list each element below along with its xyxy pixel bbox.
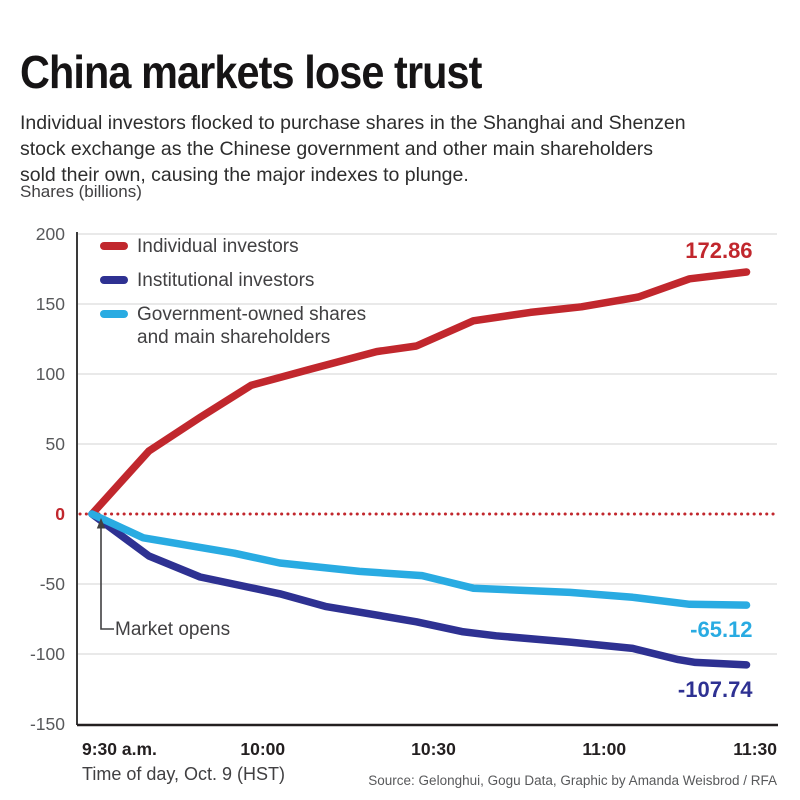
series-line [88,268,751,518]
legend-label: Individual investors [137,236,299,257]
legend-swatch [100,276,128,284]
legend-swatch [100,242,128,250]
x-tick-label: 9:30 a.m. [82,739,157,759]
end-value-label: -107.74 [677,676,753,702]
y-tick-label: 0 [55,504,65,524]
arrow-shaft [100,528,114,630]
y-tick-label: 150 [35,294,65,314]
x-axis-title: Time of day, Oct. 9 (HST) [82,764,286,784]
y-tick-label: -50 [39,574,65,594]
end-value-label: -65.12 [690,617,753,643]
series-line [88,510,751,609]
y-tick-label: -100 [29,644,65,664]
y-tick-label: 50 [45,434,65,454]
market-opens-annotation: Market opens [115,619,231,640]
annotation-arrow [96,518,114,630]
x-tick-label: 10:30 [411,739,456,759]
end-value-label: 172.86 [685,237,753,263]
y-axis-unit-label: Shares (billions) [20,182,142,201]
source-credit: Source: Gelonghui, Gogu Data, Graphic by… [368,773,777,788]
legend-item: Individual investors [100,235,366,258]
legend-item: Institutional investors [100,269,366,292]
chart-title: China markets lose trust [20,45,482,98]
series-line [88,510,751,669]
legend-label: Government-owned shares and main shareho… [137,304,367,348]
legend-swatch [100,310,128,318]
arrow-head [96,518,106,529]
x-tick-label: 10:00 [240,739,286,759]
x-tick-label: 11:00 [582,739,627,759]
data-lines [88,268,751,669]
legend-item: Government-owned shares and main shareho… [100,303,366,349]
legend: Individual investors Institutional invest… [100,235,366,360]
chart-subtitle: Individual investors flocked to purchase… [20,111,686,186]
x-tick-label: 11:30 [733,739,777,759]
axes [76,232,778,727]
y-tick-label: 100 [35,364,65,384]
y-tick-label: 200 [35,224,65,244]
y-tick-label: -150 [29,714,65,734]
legend-label: Institutional investors [137,270,315,291]
